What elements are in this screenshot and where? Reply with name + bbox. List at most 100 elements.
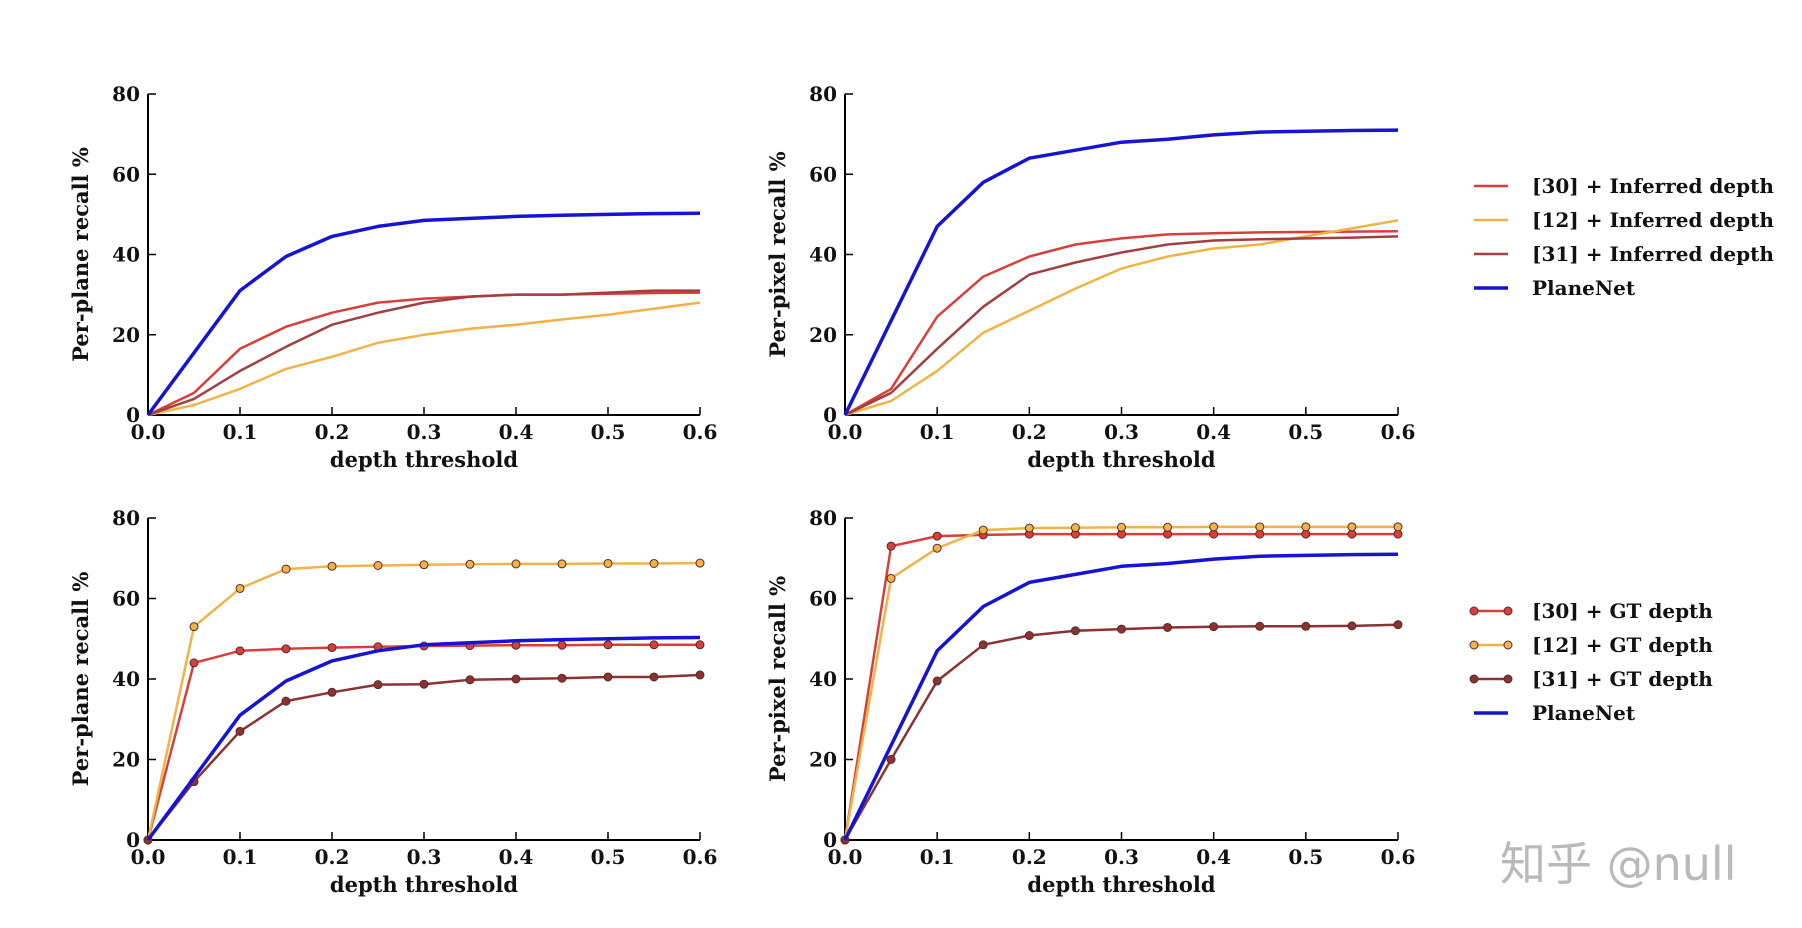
legend-label: PlaneNet <box>1532 701 1636 725</box>
x-axis-label: depth threshold <box>1027 447 1215 472</box>
data-point <box>1393 620 1403 630</box>
x-tick-label: 0.6 <box>1381 420 1416 444</box>
x-tick-label: 0.6 <box>1381 845 1416 869</box>
legend-entry: [31] + GT depth <box>1469 667 1713 691</box>
data-point <box>189 622 199 632</box>
data-point <box>281 644 291 654</box>
series-3 <box>844 235 1399 417</box>
series-line <box>843 623 1399 841</box>
series-line <box>843 525 1398 841</box>
y-axis-label: Per-pixel recall % <box>765 151 790 357</box>
series-3 <box>840 620 1403 845</box>
x-tick-label: 0.1 <box>223 420 258 444</box>
legend-marker <box>1503 640 1513 650</box>
x-tick-label: 0.0 <box>828 845 863 869</box>
legend-entry: [12] + Inferred depth <box>1474 208 1774 232</box>
y-tick-label: 20 <box>112 748 140 772</box>
x-tick-label: 0.2 <box>1012 420 1047 444</box>
y-tick-label: 20 <box>112 323 140 347</box>
series-2 <box>844 219 1399 417</box>
series-3 <box>143 670 705 845</box>
data-point <box>695 670 705 680</box>
data-point <box>373 560 383 570</box>
y-tick-label: 60 <box>809 587 837 611</box>
x-tick-label: 0.4 <box>499 420 534 444</box>
legend-label: PlaneNet <box>1532 276 1636 300</box>
data-point <box>327 687 337 697</box>
chart-panel-4: 0 20 40 60 80 0.0 0.1 0.2 0.3 0.4 0.5 0.6 depth thre… <box>765 506 1415 897</box>
data-point <box>557 673 567 683</box>
data-point <box>1070 626 1080 636</box>
series-2 <box>147 301 701 417</box>
y-tick-label: 80 <box>112 506 140 530</box>
series-4 <box>146 211 701 417</box>
x-tick-label: 0.3 <box>1104 420 1139 444</box>
series-line <box>147 301 701 417</box>
series-line <box>844 235 1399 417</box>
data-point <box>465 675 475 685</box>
data-point <box>1347 621 1357 631</box>
x-axis-label: depth threshold <box>1027 872 1215 897</box>
y-tick-label: 0 <box>126 403 140 427</box>
data-point <box>1209 522 1219 532</box>
data-point <box>886 573 896 583</box>
series-line <box>146 211 701 417</box>
data-point <box>1393 522 1403 532</box>
data-point <box>1163 522 1173 532</box>
data-point <box>1070 523 1080 533</box>
data-point <box>695 558 705 568</box>
series-line <box>147 291 701 417</box>
legend-marker <box>1503 674 1513 684</box>
x-tick-label: 0.5 <box>1288 420 1323 444</box>
series-1 <box>844 229 1399 417</box>
data-point <box>1255 522 1265 532</box>
legend-1: [30] + Inferred depth [12] + Inferred dep… <box>1474 174 1774 300</box>
series-1 <box>143 640 705 845</box>
x-tick-label: 0.0 <box>131 845 166 869</box>
data-point <box>1024 523 1034 533</box>
series-4 <box>843 128 1399 416</box>
data-point <box>603 558 613 568</box>
data-point <box>511 674 521 684</box>
data-point <box>649 672 659 682</box>
data-point <box>695 640 705 650</box>
chart-panel-3: 0 20 40 60 80 0.0 0.1 0.2 0.3 0.4 0.5 0.6 depth thre… <box>68 506 717 897</box>
y-axis-label: Per-plane recall % <box>68 572 93 787</box>
legend-entry: [30] + Inferred depth <box>1474 174 1774 198</box>
legend-marker <box>1503 606 1513 616</box>
x-tick-label: 0.1 <box>920 845 955 869</box>
series-1 <box>147 291 701 417</box>
data-point <box>1024 631 1034 641</box>
data-point <box>1301 621 1311 631</box>
x-tick-label: 0.4 <box>499 845 534 869</box>
series-line <box>843 128 1399 416</box>
data-point <box>1117 624 1126 634</box>
x-tick-label: 0.2 <box>1012 845 1047 869</box>
x-tick-label: 0.5 <box>591 845 626 869</box>
data-point <box>465 559 475 569</box>
data-point <box>235 726 245 736</box>
y-tick-label: 40 <box>809 243 837 267</box>
chart-panel-2: 0 20 40 60 80 0.0 0.1 0.2 0.3 0.4 0.5 0.6 depth thre… <box>765 82 1415 472</box>
y-tick-label: 40 <box>112 667 140 691</box>
series-line <box>843 532 1398 841</box>
data-point <box>1209 622 1219 632</box>
series-line <box>147 673 701 841</box>
series-line <box>146 561 701 841</box>
y-tick-label: 20 <box>809 323 837 347</box>
data-point <box>557 559 567 569</box>
x-tick-label: 0.4 <box>1196 420 1231 444</box>
series-line <box>844 219 1399 417</box>
legend-entry: [30] + GT depth <box>1469 599 1713 623</box>
legend-label: [31] + GT depth <box>1532 667 1713 691</box>
data-point <box>557 640 567 650</box>
legend-entry: [12] + GT depth <box>1469 633 1713 657</box>
data-point <box>886 541 896 551</box>
y-tick-label: 80 <box>809 506 837 530</box>
legend-label: [31] + Inferred depth <box>1532 242 1774 266</box>
series-4 <box>843 552 1399 841</box>
data-point <box>932 676 942 686</box>
y-tick-label: 80 <box>809 82 837 106</box>
data-point <box>603 640 613 650</box>
